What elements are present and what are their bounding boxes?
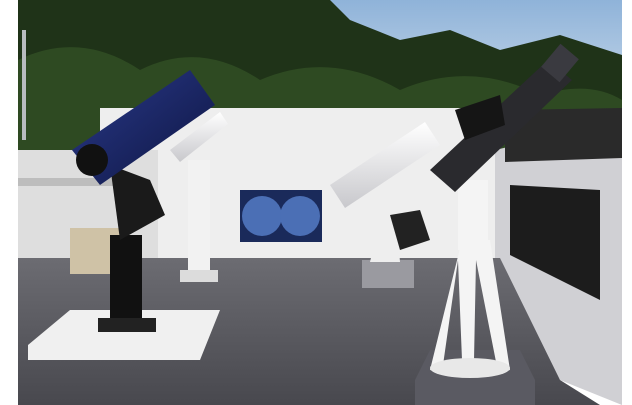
star-disc bbox=[242, 196, 282, 236]
star-disc bbox=[280, 196, 320, 236]
pier-base bbox=[98, 318, 156, 332]
pier bbox=[110, 235, 142, 330]
tripod-ring bbox=[430, 358, 510, 378]
photo bbox=[0, 0, 632, 405]
white-pier bbox=[188, 160, 210, 278]
page bbox=[0, 0, 632, 405]
focuser bbox=[76, 144, 108, 176]
front-pier bbox=[458, 180, 488, 250]
scene bbox=[18, 0, 622, 405]
pole bbox=[22, 30, 26, 140]
pier-block bbox=[362, 260, 414, 288]
white-pier-base bbox=[180, 270, 218, 282]
